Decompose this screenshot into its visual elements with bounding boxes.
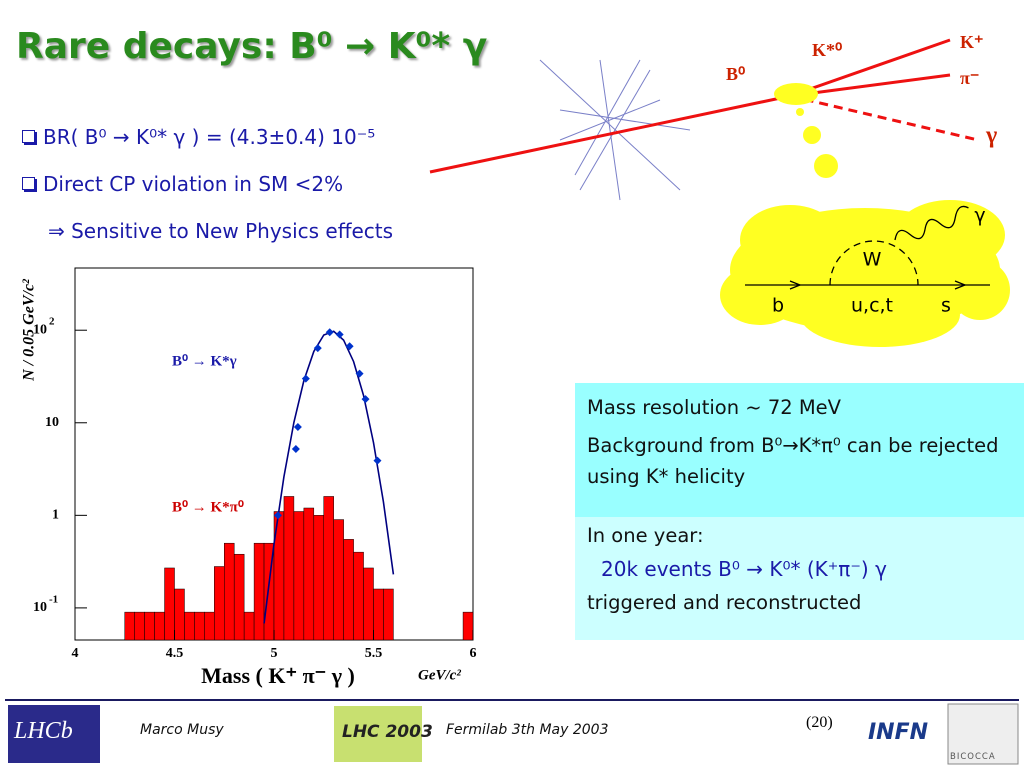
y-tick-label: 1 <box>52 508 59 523</box>
box-line: triggered and reconstructed <box>587 591 862 615</box>
histogram-bar <box>353 551 364 641</box>
histogram-bar <box>233 553 245 641</box>
y-tick-label: 10 <box>33 600 47 615</box>
track-label: B⁰ <box>726 64 745 84</box>
histogram-bar <box>283 496 295 641</box>
footer-author: Marco Musy <box>140 722 224 738</box>
slide-title: Rare decays: B⁰ → K⁰* γ <box>16 26 488 67</box>
data-point <box>273 511 282 520</box>
info-box: In one year: 20k events B⁰ → K⁰* (K⁺π⁻) … <box>575 517 1024 640</box>
histogram-bar <box>293 511 305 641</box>
bullet-text: BR( B⁰ → K⁰* γ ) = (4.3±0.4) 10⁻⁵ <box>43 125 376 149</box>
histogram-bar <box>462 611 474 641</box>
logo-bicocca: BICOCCA <box>950 752 996 762</box>
logo-lhc-bg <box>334 706 422 762</box>
histogram-bar <box>333 519 344 641</box>
x-tick-label: 5 <box>271 646 278 661</box>
feynman-label: γ <box>974 205 985 227</box>
sub-bullet: ⇒ Sensitive to New Physics effects <box>48 219 394 243</box>
data-point <box>291 445 300 454</box>
box-line: 20k events B⁰ → K⁰* (K⁺π⁻) γ <box>601 557 887 582</box>
track-label: γ <box>985 123 997 149</box>
x-axis-unit: GeV/c² <box>418 667 461 683</box>
logo-lhcb-bg <box>8 705 100 763</box>
histogram-bar <box>204 611 215 641</box>
annotation: B⁰ → K*γ <box>172 353 237 369</box>
data-point <box>361 395 370 404</box>
histogram-bar <box>313 515 324 641</box>
histogram-bar <box>174 588 185 641</box>
logo-infn: INFN <box>868 720 929 745</box>
bullet: Direct CP violation in SM <2% <box>22 172 343 196</box>
bullet: BR( B⁰ → K⁰* γ ) = (4.3±0.4) 10⁻⁵ <box>22 125 375 149</box>
feynman-label: s <box>941 295 951 317</box>
data-point <box>313 344 322 353</box>
event-display <box>539 59 691 201</box>
track-label: K*⁰ <box>812 40 842 60</box>
box-line: Background from B⁰→K*π⁰ can be rejected … <box>587 434 999 489</box>
histogram-bar <box>184 611 195 641</box>
histogram-bar <box>194 611 205 641</box>
x-tick-label: 4 <box>72 646 79 661</box>
feynman-label: u,c,t <box>851 295 893 317</box>
page-number: (20) <box>806 714 833 731</box>
feynman-label: W <box>863 249 882 271</box>
histogram-bar <box>134 611 145 641</box>
histogram-bar <box>144 611 155 641</box>
histogram-bar <box>363 567 374 641</box>
histogram-bar <box>243 611 255 641</box>
data-point <box>325 328 334 337</box>
x-tick-label: 6 <box>470 646 477 661</box>
box-line: In one year: <box>587 524 704 547</box>
histogram-bar <box>323 496 334 641</box>
info-box: Mass resolution ~ 72 MeV Background from… <box>575 383 1024 517</box>
histogram-bar <box>154 611 165 641</box>
feynman-lines <box>745 205 990 290</box>
footer-event: Fermilab 3th May 2003 <box>446 722 609 738</box>
y-tick-exponent: -1 <box>49 593 58 605</box>
clusters <box>774 83 838 178</box>
histogram-bar <box>383 588 394 641</box>
y-axis-label: N / 0.05 GeV/c² <box>21 278 38 382</box>
histogram-bar <box>124 611 135 641</box>
x-tick-label: 4.5 <box>166 646 184 661</box>
data-point <box>345 342 354 351</box>
tracks <box>429 38 979 174</box>
data-point <box>373 456 382 465</box>
data-point <box>355 369 364 378</box>
x-tick-label: 5.5 <box>365 646 383 661</box>
histogram-bar <box>214 566 225 641</box>
y-tick-label: 10 <box>45 415 59 430</box>
histogram-bar <box>303 507 315 641</box>
histogram-bar <box>373 588 384 641</box>
histogram-bar <box>343 539 354 641</box>
annotation: B⁰ → K*π⁰ <box>172 499 244 515</box>
logo-lhcb: LHCb <box>14 718 73 744</box>
bullet-text: Direct CP violation in SM <2% <box>43 172 344 196</box>
track-label: K⁺ <box>960 32 984 52</box>
track-label: π⁻ <box>960 68 979 88</box>
data-point <box>293 423 302 432</box>
data-point <box>335 330 344 339</box>
y-tick-exponent: 2 <box>49 316 55 328</box>
feynman-label: b <box>772 295 784 317</box>
histogram-bar <box>253 542 265 641</box>
y-tick-label: 10 <box>33 322 47 337</box>
feynman-cloud <box>720 200 1010 347</box>
logo-lhc: LHC 2003 <box>342 722 433 742</box>
histogram-bar <box>164 567 175 641</box>
logo-bicocca-bg <box>947 703 1019 765</box>
box-line: Mass resolution ~ 72 MeV <box>587 396 842 419</box>
data-point <box>301 374 310 383</box>
histogram-bar <box>224 542 235 641</box>
x-axis-label: Mass ( K⁺ π⁻ γ ) <box>201 663 355 688</box>
